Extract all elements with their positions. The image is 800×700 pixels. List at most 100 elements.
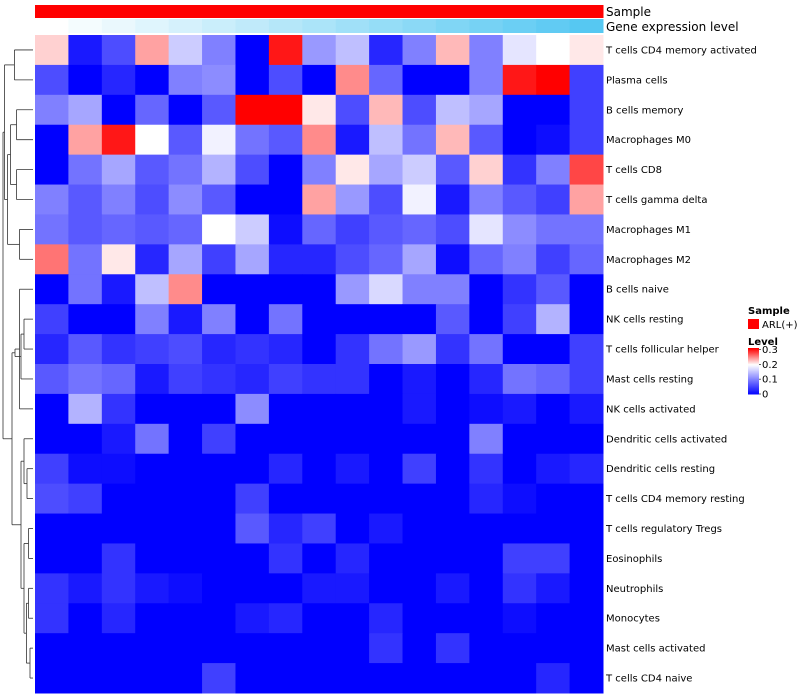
- heatmap-cell: [202, 423, 236, 455]
- heatmap-cell: [369, 633, 404, 664]
- heatmap-cell: [536, 633, 571, 664]
- heatmap-cell: [202, 124, 236, 156]
- row-label: T cells CD8: [605, 165, 662, 176]
- heatmap-cell: [202, 304, 236, 335]
- heatmap-cell: [536, 154, 571, 186]
- sample-annotation-cell: [268, 5, 303, 18]
- heatmap-cell: [235, 663, 270, 694]
- heatmap-cells: [35, 35, 604, 694]
- legend-gradient-step: [748, 358, 759, 360]
- legend-gradient-step: [748, 359, 759, 362]
- heatmap-cell: [369, 304, 404, 335]
- heatmap-cell: [68, 64, 103, 96]
- legend-gradient-step: [748, 369, 759, 372]
- heatmap-cell: [35, 663, 69, 694]
- heatmap-cell: [402, 663, 437, 694]
- heatmap-cell: [302, 453, 337, 485]
- legend-gradient-step: [748, 357, 759, 359]
- row-label: Macrophages M2: [606, 255, 691, 266]
- legend-tick-label: 0.1: [762, 375, 778, 386]
- heatmap-cell: [168, 543, 203, 574]
- heatmap-cell: [302, 393, 337, 425]
- heatmap-cell: [35, 35, 69, 66]
- heatmap-cell: [235, 364, 270, 395]
- heatmap-cell: [369, 35, 404, 66]
- heatmap-cell: [435, 244, 470, 275]
- sample-annotation-cell: [168, 5, 203, 18]
- heatmap-cell: [536, 573, 571, 604]
- heatmap-cell: [268, 35, 303, 66]
- legend-gradient-step: [748, 377, 759, 380]
- heatmap-cell: [536, 214, 571, 245]
- heatmap-cell: [469, 334, 504, 365]
- heatmap-cell: [402, 393, 437, 425]
- heatmap-cell: [135, 244, 170, 275]
- heatmap-cell: [569, 214, 604, 245]
- heatmap-cell: [435, 513, 470, 544]
- row-label: Monocytes: [606, 614, 660, 625]
- heatmap-cell: [35, 274, 69, 305]
- heatmap-cell: [402, 543, 437, 574]
- heatmap-cell: [35, 214, 69, 245]
- heatmap-cell: [302, 573, 337, 604]
- heatmap-cell: [435, 543, 470, 574]
- heatmap-cell: [536, 603, 571, 634]
- heatmap-cell: [369, 513, 404, 544]
- row-label: Mast cells resting: [606, 374, 693, 385]
- heatmap-cell: [435, 364, 470, 395]
- heatmap-cell: [168, 274, 203, 305]
- sample-annotation-cell: [502, 5, 537, 18]
- heatmap-cell: [101, 603, 136, 634]
- heatmap-cell: [135, 633, 170, 664]
- legend-gradient-step: [748, 374, 759, 377]
- heatmap-cell: [569, 423, 604, 455]
- heatmap-cell: [369, 244, 404, 275]
- heatmap-cell: [35, 154, 69, 186]
- heatmap-cell: [68, 393, 103, 425]
- legend-gradient-step: [748, 360, 759, 363]
- row-label: T cells regulatory Tregs: [605, 524, 722, 535]
- heatmap-cell: [569, 274, 604, 305]
- sample-annotation-cell: [235, 5, 270, 18]
- sample-annotation-cell: [369, 5, 404, 18]
- heatmap-cell: [536, 543, 571, 574]
- heatmap-cell: [302, 244, 337, 275]
- heatmap-cell: [68, 214, 103, 245]
- heatmap-cell: [435, 35, 470, 66]
- heatmap-cell: [502, 214, 537, 245]
- heatmap-cell: [569, 483, 604, 515]
- heatmap-cell: [68, 543, 103, 574]
- heatmap-cell: [435, 214, 470, 245]
- heatmap-cell: [569, 543, 604, 574]
- heatmap-cell: [35, 513, 69, 544]
- heatmap-cell: [101, 663, 136, 694]
- heatmap-cell: [569, 573, 604, 604]
- heatmap-cell: [402, 423, 437, 455]
- row-label: T cells CD4 naive: [605, 674, 692, 685]
- legend-gradient-step: [748, 376, 759, 379]
- heatmap-cell: [135, 304, 170, 335]
- heatmap-cell: [35, 483, 69, 515]
- heatmap-cell: [35, 124, 69, 156]
- legend-gradient-step: [748, 387, 759, 389]
- heatmap-cell: [369, 334, 404, 365]
- heatmap-cell: [536, 453, 571, 485]
- heatmap-cell: [536, 423, 571, 455]
- sample-annotation-cell: [302, 5, 337, 18]
- heatmap-cell: [202, 184, 236, 215]
- expression-annotation-cell: [369, 19, 404, 33]
- heatmap-cell: [268, 244, 303, 275]
- heatmap-cell: [502, 633, 537, 664]
- heatmap-cell: [335, 124, 370, 156]
- heatmap-cell: [402, 483, 437, 515]
- heatmap-cell: [469, 573, 504, 604]
- heatmap-cell: [335, 633, 370, 664]
- row-label: Mast cells activated: [606, 644, 705, 655]
- heatmap-cell: [168, 154, 203, 186]
- expression-annotation-cell: [569, 19, 604, 33]
- heatmap-cell: [135, 543, 170, 574]
- legend-sample-title: Sample: [748, 306, 790, 317]
- heatmap-cell: [369, 364, 404, 395]
- heatmap-cell: [235, 214, 270, 245]
- heatmap-cell: [168, 393, 203, 425]
